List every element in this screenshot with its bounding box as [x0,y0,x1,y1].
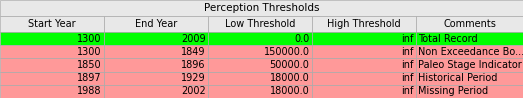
Bar [312,72,416,85]
Text: Non Exceedance Bo...: Non Exceedance Bo... [418,47,523,57]
Text: Missing Period: Missing Period [418,86,488,96]
Text: 2002: 2002 [181,86,206,96]
Text: inf: inf [401,60,414,70]
Text: 2009: 2009 [181,34,206,44]
Text: 18000.0: 18000.0 [270,86,310,96]
Text: inf: inf [401,34,414,44]
Bar [208,45,312,58]
Bar [104,72,208,85]
Text: 50000.0: 50000.0 [270,60,310,70]
Text: High Threshold: High Threshold [327,19,401,29]
Bar [0,85,104,98]
Bar [312,85,416,98]
Bar [416,85,523,98]
Text: 1929: 1929 [181,73,206,83]
Bar [0,16,104,32]
Bar [312,58,416,72]
Bar [312,32,416,45]
Bar [208,32,312,45]
Text: inf: inf [401,73,414,83]
Bar [208,58,312,72]
Text: Comments: Comments [443,19,496,29]
Text: 1896: 1896 [181,60,206,70]
Text: 0.0: 0.0 [294,34,310,44]
Bar [416,16,523,32]
Bar [312,45,416,58]
Text: 1300: 1300 [77,47,101,57]
Text: Start Year: Start Year [28,19,76,29]
Text: 1849: 1849 [181,47,206,57]
Bar [0,72,104,85]
Bar [416,32,523,45]
Text: Perception Thresholds: Perception Thresholds [204,3,319,13]
Bar [208,85,312,98]
Text: inf: inf [401,86,414,96]
Bar [104,16,208,32]
Bar [0,45,104,58]
Bar [0,32,104,45]
Bar [416,58,523,72]
Text: Low Threshold: Low Threshold [225,19,295,29]
Bar [312,16,416,32]
Bar [104,32,208,45]
Text: inf: inf [401,47,414,57]
Bar [104,58,208,72]
Bar [416,45,523,58]
Text: Total Record: Total Record [418,34,478,44]
Text: Historical Period: Historical Period [418,73,498,83]
Text: 150000.0: 150000.0 [264,47,310,57]
Bar [208,72,312,85]
Bar [416,72,523,85]
Text: 1300: 1300 [77,34,101,44]
Text: 1850: 1850 [77,60,101,70]
Bar [208,16,312,32]
Text: 1988: 1988 [77,86,101,96]
Bar [0,58,104,72]
Bar [104,85,208,98]
Text: 1897: 1897 [77,73,101,83]
Text: 18000.0: 18000.0 [270,73,310,83]
Text: End Year: End Year [135,19,177,29]
Bar [104,45,208,58]
Bar [0,0,523,16]
Text: Paleo Stage Indicator: Paleo Stage Indicator [418,60,522,70]
